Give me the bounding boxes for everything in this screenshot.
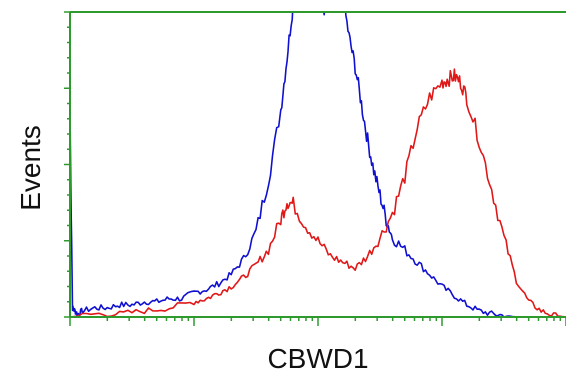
series-line-2 [70,68,566,317]
y-axis-label: Events [15,125,46,211]
plot-area [70,12,566,317]
series-line-1 [70,12,542,317]
x-axis-label: CBWD1 [267,343,368,374]
axis-layer [64,11,566,326]
series-layer [70,12,566,317]
